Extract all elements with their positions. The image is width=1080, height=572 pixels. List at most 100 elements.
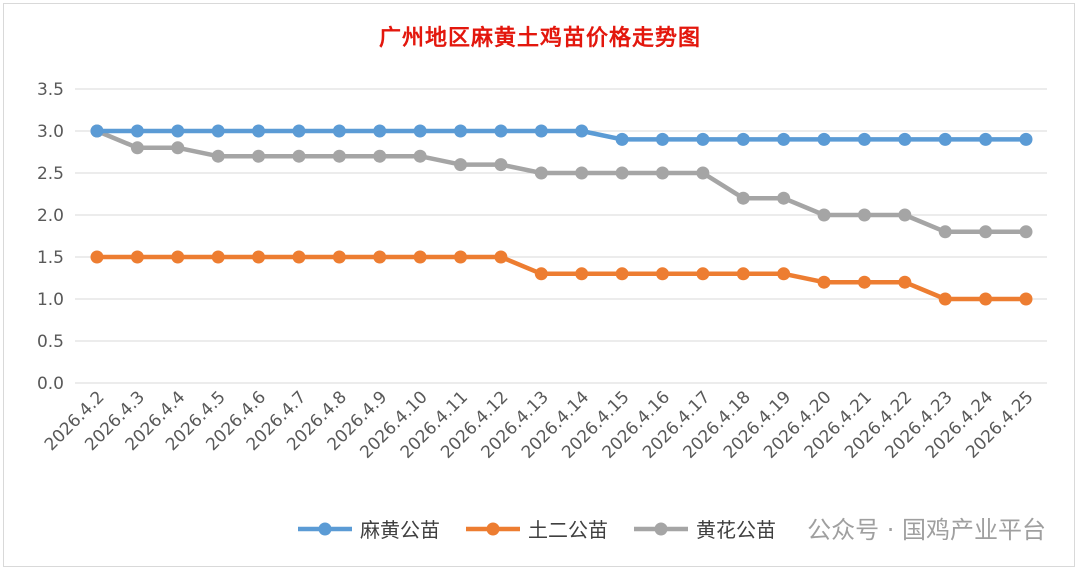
data-point bbox=[696, 267, 710, 281]
data-point bbox=[292, 124, 306, 138]
y-tick-label: 1.0 bbox=[37, 290, 64, 310]
data-point bbox=[211, 124, 225, 138]
data-point bbox=[454, 124, 468, 138]
series-3 bbox=[90, 124, 1033, 239]
data-point bbox=[979, 132, 993, 146]
y-tick-label: 3.0 bbox=[37, 122, 64, 142]
data-point bbox=[413, 250, 427, 264]
data-point bbox=[494, 124, 508, 138]
data-point bbox=[1019, 225, 1033, 239]
data-point bbox=[696, 166, 710, 180]
legend-swatch bbox=[466, 522, 520, 535]
data-point bbox=[494, 158, 508, 172]
legend-item: 麻黄公苗 bbox=[296, 514, 440, 543]
data-point bbox=[857, 132, 871, 146]
data-point bbox=[777, 191, 791, 205]
data-point bbox=[817, 275, 831, 289]
data-point bbox=[979, 292, 993, 306]
data-point bbox=[575, 124, 589, 138]
data-point bbox=[938, 132, 952, 146]
data-point bbox=[292, 250, 306, 264]
data-point bbox=[898, 208, 912, 222]
legend-label: 麻黄公苗 bbox=[360, 518, 440, 542]
data-point bbox=[898, 275, 912, 289]
x-axis: 2026.4.22026.4.32026.4.42026.4.52026.4.6… bbox=[41, 387, 1038, 462]
data-point bbox=[534, 124, 548, 138]
data-point bbox=[130, 124, 144, 138]
y-tick-label: 0.0 bbox=[37, 374, 64, 394]
data-point bbox=[777, 267, 791, 281]
y-tick-label: 2.0 bbox=[37, 206, 64, 226]
data-point bbox=[373, 250, 387, 264]
series-line bbox=[94, 128, 1029, 142]
data-point bbox=[615, 132, 629, 146]
watermark: 公众号 · 国鸡产业平台 bbox=[807, 516, 1046, 544]
series-layer bbox=[90, 124, 1033, 306]
data-point bbox=[615, 166, 629, 180]
data-point bbox=[736, 132, 750, 146]
data-point bbox=[494, 250, 508, 264]
data-point bbox=[696, 132, 710, 146]
series-1 bbox=[90, 124, 1033, 146]
legend-item: 黄花公苗 bbox=[632, 514, 776, 543]
data-point bbox=[211, 149, 225, 163]
data-point bbox=[655, 132, 669, 146]
data-point bbox=[857, 275, 871, 289]
data-point bbox=[252, 250, 266, 264]
legend-swatch-marker bbox=[486, 522, 500, 535]
series-2 bbox=[90, 250, 1033, 306]
y-tick-label: 2.5 bbox=[37, 164, 64, 184]
data-point bbox=[252, 124, 266, 138]
data-point bbox=[655, 166, 669, 180]
data-point bbox=[655, 267, 669, 281]
legend-swatch bbox=[298, 522, 352, 535]
legend-swatch-marker bbox=[318, 522, 332, 535]
legend-label: 土二公苗 bbox=[528, 518, 608, 542]
legend-swatch-marker bbox=[654, 522, 668, 535]
data-point bbox=[90, 124, 104, 138]
series-line bbox=[94, 128, 1029, 235]
data-point bbox=[373, 124, 387, 138]
data-point bbox=[898, 132, 912, 146]
data-point bbox=[857, 208, 871, 222]
data-point bbox=[575, 166, 589, 180]
data-point bbox=[211, 250, 225, 264]
data-point bbox=[615, 267, 629, 281]
y-tick-label: 1.5 bbox=[37, 248, 64, 268]
data-point bbox=[454, 158, 468, 172]
legend-swatch bbox=[634, 522, 688, 535]
data-point bbox=[938, 292, 952, 306]
data-point bbox=[777, 132, 791, 146]
data-point bbox=[534, 267, 548, 281]
series-line bbox=[94, 254, 1029, 302]
data-point bbox=[332, 124, 346, 138]
data-point bbox=[938, 225, 952, 239]
data-point bbox=[979, 225, 993, 239]
legend-item: 土二公苗 bbox=[464, 514, 608, 543]
data-point bbox=[1019, 292, 1033, 306]
data-point bbox=[736, 191, 750, 205]
data-point bbox=[817, 132, 831, 146]
chart-title: 广州地区麻黄土鸡苗价格走势图 bbox=[378, 25, 701, 51]
data-point bbox=[292, 149, 306, 163]
data-point bbox=[413, 124, 427, 138]
data-point bbox=[171, 124, 185, 138]
data-point bbox=[736, 267, 750, 281]
data-point bbox=[90, 250, 104, 264]
data-point bbox=[454, 250, 468, 264]
legend-label: 黄花公苗 bbox=[696, 518, 776, 542]
data-point bbox=[575, 267, 589, 281]
data-point bbox=[252, 149, 266, 163]
data-point bbox=[817, 208, 831, 222]
data-point bbox=[1019, 132, 1033, 146]
data-point bbox=[332, 250, 346, 264]
data-point bbox=[332, 149, 346, 163]
y-tick-label: 0.5 bbox=[37, 332, 64, 352]
data-point bbox=[373, 149, 387, 163]
data-point bbox=[171, 250, 185, 264]
y-axis: 0.0 0.5 1.0 1.5 2.0 2.5 3.0 3.5 bbox=[37, 80, 64, 394]
chart-frame bbox=[3, 3, 1075, 567]
data-point bbox=[413, 149, 427, 163]
legend: 麻黄公苗 土二公苗 黄花公苗 bbox=[296, 514, 790, 543]
